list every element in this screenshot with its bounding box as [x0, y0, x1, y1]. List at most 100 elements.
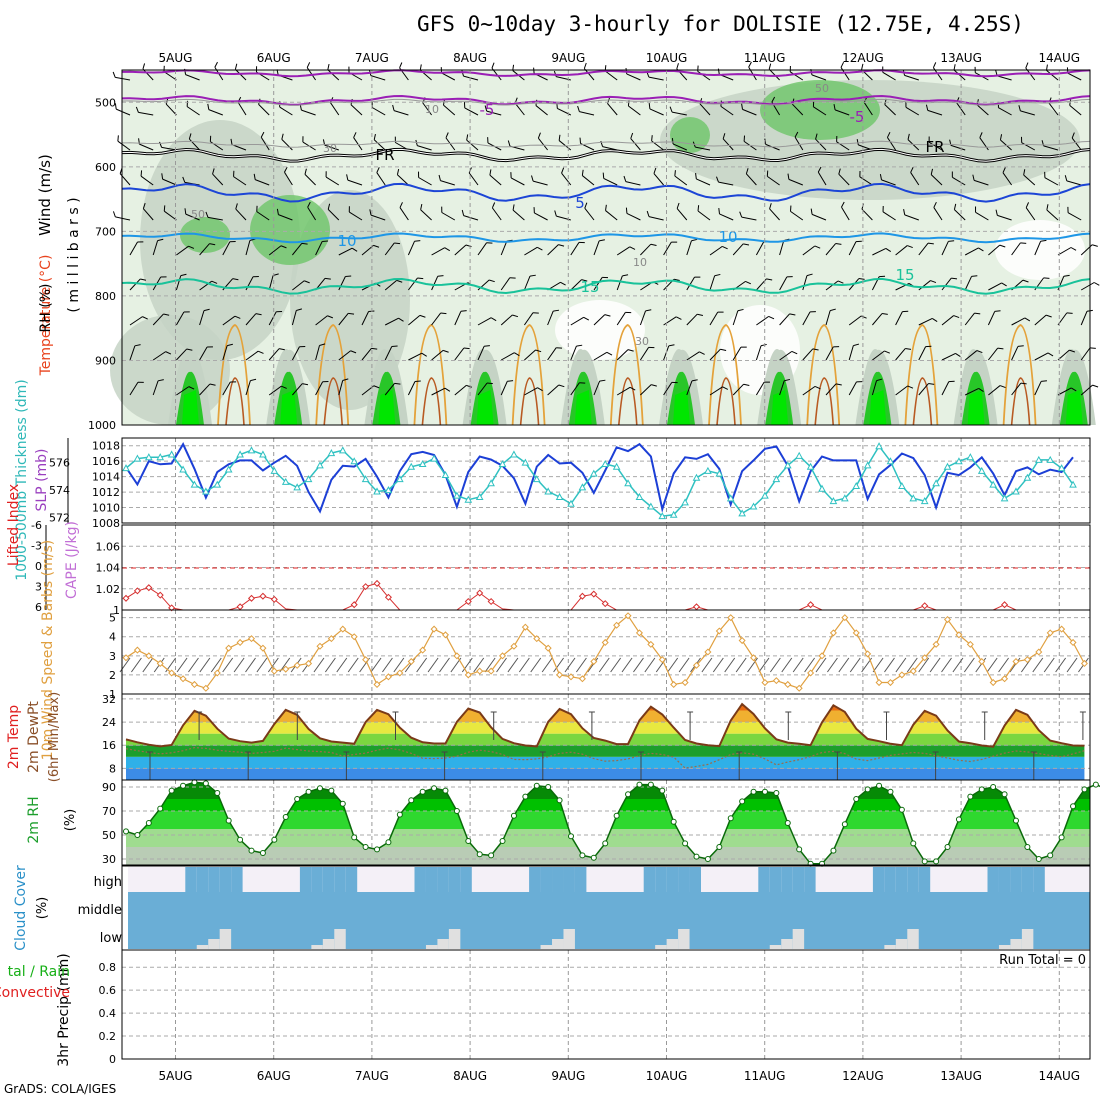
surface-wind-barb: [758, 657, 770, 673]
thickness-point: [281, 477, 290, 485]
thickness-point: [430, 454, 438, 462]
wind-speed-point: [784, 680, 792, 688]
upper-wind-barb: [454, 384, 472, 396]
surface-wind-barb: [347, 657, 359, 673]
cloud-high-bar: [689, 867, 701, 892]
dewpoint-axis-label: 2m DewPt: [26, 701, 42, 773]
cloud-low-bar: [196, 945, 209, 949]
day-label-top: 11AUG: [744, 51, 786, 65]
cloud-low-bar: [311, 945, 323, 949]
isotherm-20: [315, 324, 350, 426]
temperature-band: [126, 756, 1085, 769]
surface-wind-barb: [941, 657, 952, 673]
rh-contour-region: [670, 117, 710, 153]
wind-speed-tick-label: 1: [109, 688, 116, 701]
upper-wind-barb: [268, 310, 283, 326]
surface-wind-barb: [131, 657, 142, 673]
thickness-point: [555, 492, 564, 500]
thickness-point: [669, 510, 678, 518]
upper-wind-barb: [570, 344, 583, 361]
upper-wind-barb: [547, 309, 560, 326]
surface-wind-barb: [142, 657, 154, 673]
upper-air-frame: [121, 69, 1091, 426]
rh-point: [613, 812, 620, 819]
cape-point: [247, 594, 256, 602]
cape-point: [578, 592, 586, 600]
upper-wind-barb: [291, 308, 303, 326]
rh-band: [126, 811, 1090, 829]
cape-tick-label: 1.02: [96, 583, 121, 596]
upper-wind-barb: [918, 280, 937, 291]
rh-contour-region: [280, 390, 298, 425]
thickness-point: [395, 475, 404, 483]
upper-wind-barb: [910, 166, 920, 186]
thickness-point: [875, 442, 883, 450]
upper-wind-barb: [882, 205, 896, 221]
thickness-point: [783, 461, 792, 469]
upper-wind-barb: [616, 246, 636, 256]
upper-wind-barb: [903, 209, 919, 221]
rh-point: [453, 808, 460, 814]
upper-wind-barb: [709, 245, 728, 256]
temperature-band: [126, 704, 1085, 711]
wind-speed-point: [807, 669, 815, 677]
rh-contour-region: [869, 390, 887, 425]
upper-wind-barb: [176, 386, 195, 396]
surface-wind-barb: [621, 657, 633, 673]
upper-wind-barb: [396, 168, 409, 186]
thickness-point: [920, 497, 929, 505]
upper-wind-barb: [640, 243, 657, 256]
cloud-high-bar: [804, 867, 816, 892]
rh-contour-label: 30: [635, 335, 649, 348]
upper-wind-barb: [570, 316, 590, 326]
upper-wind-barb: [338, 312, 355, 326]
pressure-tick-label: 900: [95, 354, 116, 367]
cloud-low-bar: [448, 929, 461, 949]
upper-wind-barb: [523, 274, 536, 291]
rh-point: [1001, 791, 1008, 798]
thickness-point: [955, 457, 963, 465]
thickness-point: [293, 483, 301, 491]
upper-wind-barb: [129, 316, 148, 326]
upper-wind-barb: [593, 379, 606, 396]
surface-wind-barb: [838, 657, 850, 673]
thickness-point: [852, 481, 861, 489]
rh-point: [704, 856, 711, 862]
temp-tick-label: 24: [102, 716, 116, 729]
rh-contour-region: [574, 390, 592, 425]
rh-point: [545, 784, 552, 790]
upper-wind-barb: [558, 134, 572, 151]
wind-speed-point: [692, 661, 701, 669]
surface-wind-barb: [245, 657, 256, 673]
thickness-point: [966, 453, 975, 461]
cape-point: [590, 590, 598, 598]
thickness-point: [704, 466, 712, 474]
upper-wind-barb: [152, 379, 164, 396]
thickness-point: [1012, 487, 1020, 495]
temperature-fill: [126, 704, 1085, 780]
cape-point: [122, 594, 130, 602]
upper-wind-barb: [348, 206, 363, 221]
upper-wind-barb: [768, 63, 780, 81]
surface-wind-barb: [1055, 657, 1067, 673]
upper-wind-barb: [871, 378, 883, 396]
upper-wind-barb: [547, 347, 563, 361]
day-label-bottom: 11AUG: [744, 1069, 786, 1083]
rh-point: [1024, 844, 1031, 850]
thickness-point: [1034, 455, 1043, 463]
thickness-point: [156, 453, 165, 461]
isotherm-25: [519, 377, 540, 426]
slp-tick-label: 1018: [92, 440, 120, 453]
surface-wind-barb: [827, 657, 838, 673]
thickness-point: [122, 464, 130, 472]
day-label-bottom: 14AUG: [1039, 1069, 1081, 1083]
rh-point: [739, 798, 746, 805]
upper-wind-barb: [941, 240, 955, 256]
wind-speed-point: [601, 638, 609, 646]
rh-point: [1081, 786, 1088, 793]
cloud-low-bar: [907, 929, 919, 949]
upper-wind-barb: [941, 315, 960, 326]
upper-wind-barb: [276, 208, 293, 221]
upper-wind-barb: [284, 166, 293, 186]
lifted-index-tick-label: 6: [35, 601, 42, 614]
